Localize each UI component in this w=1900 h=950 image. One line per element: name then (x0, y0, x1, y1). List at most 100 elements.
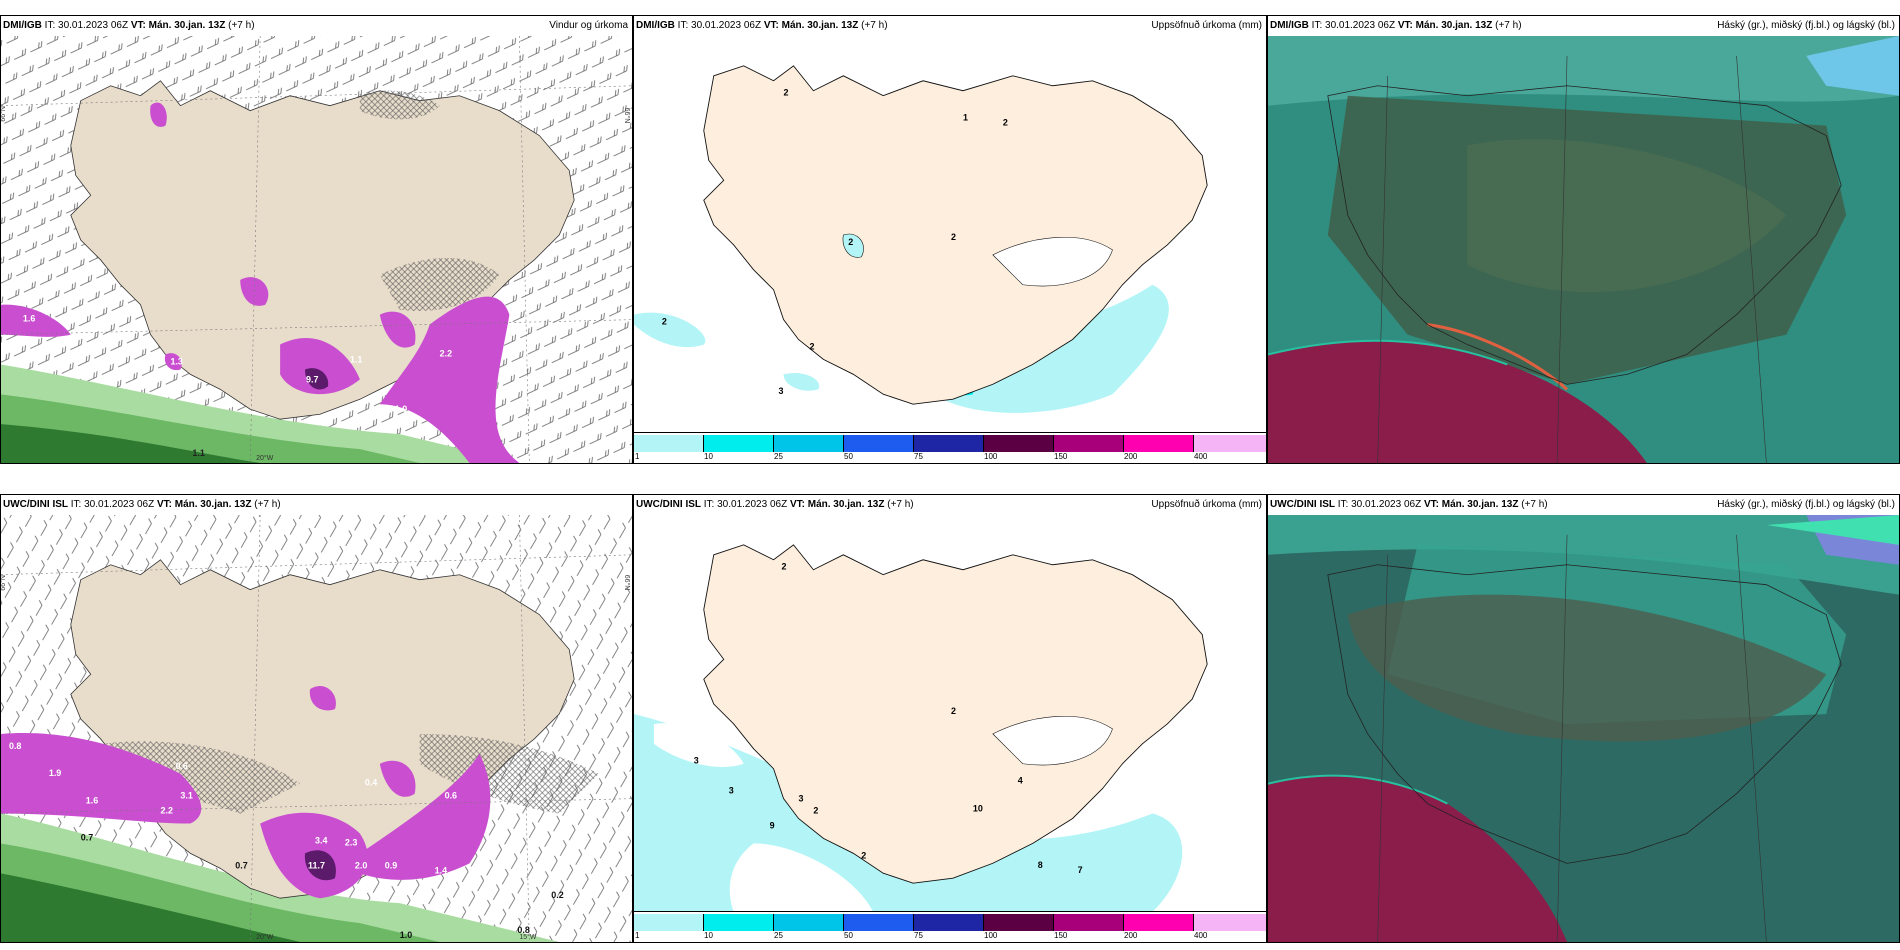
latitude-line (1, 798, 632, 814)
lead-time: (+7 h) (228, 20, 255, 31)
panel-header: DMI/IGB IT: 30.01.2023 06Z VT: Mán. 30.j… (1268, 16, 1899, 36)
panel-title: Uppsöfnuð úrkoma (mm) (1151, 20, 1262, 31)
colorbar-swatch (844, 914, 914, 931)
init-time: IT: 30.01.2023 06Z (44, 20, 129, 31)
value-label: 2 (809, 341, 814, 351)
value-label: 0.7 (235, 860, 247, 870)
panel-title: Háský (gr.), miðský (fj.bl.) og lágský (… (1717, 20, 1895, 31)
colorbar-tick: 1 (635, 452, 640, 461)
value-label: 7 (1078, 865, 1083, 875)
model-source: UWC/DINI ISL (636, 499, 701, 510)
model-source: DMI/IGB (636, 20, 675, 31)
cloud-map (1268, 515, 1899, 942)
colorbar: 1 10 25 50 75 100 150 200 400 (634, 432, 1266, 463)
value-label: 3 (798, 794, 803, 804)
wind-map: 66°N 66°N 20°W 1.6 1.3 9.7 1.0 1.1 2.2 1… (1, 36, 632, 463)
precip-area (150, 102, 167, 127)
accum-map-svg: 2 1 2 2 2 2 3 2 (634, 36, 1266, 433)
value-label: 2 (784, 88, 789, 98)
wind-map-svg: 66°N 66°N 20°W 1.6 1.3 9.7 1.0 1.1 2.2 1… (1, 36, 632, 463)
colorbar-swatch (1124, 914, 1194, 931)
colorbar-swatch (774, 914, 844, 931)
precip-area (1, 733, 202, 824)
panel-header: DMI/IGB IT: 30.01.2023 06Z VT: Mán. 30.j… (634, 16, 1266, 36)
lead-time: (+7 h) (1495, 20, 1522, 31)
value-label: 0.8 (517, 925, 529, 935)
longitude-line (249, 36, 261, 463)
value-label: 3 (729, 786, 734, 796)
value-label: 3 (779, 386, 784, 396)
value-label: 0.2 (551, 890, 563, 900)
longitude-line (519, 515, 530, 942)
value-label: 2.2 (160, 806, 172, 816)
lon-label: 20°W (256, 454, 274, 462)
panel-wind-bottom: UWC/DINI ISL IT: 30.01.2023 06Z VT: Mán.… (0, 494, 633, 943)
valid-time: Mán. 30.jan. 13Z (148, 20, 226, 31)
value-label: 1 (963, 113, 968, 123)
panel-header: UWC/DINI ISL IT: 30.01.2023 06Z VT: Mán.… (634, 495, 1266, 515)
iceland-land (703, 544, 1208, 884)
lat-label: 66°N (1, 575, 7, 591)
cloud-edge (1268, 774, 1448, 805)
colorbar-swatch (984, 435, 1054, 452)
value-label: 3 (694, 756, 699, 766)
cloud-layer (1268, 36, 1899, 106)
colorbar-swatch (1194, 435, 1266, 452)
precip-area (164, 353, 182, 371)
value-label: 1.9 (49, 768, 61, 778)
colorbar-tick: 1 (635, 931, 640, 940)
colorbar-tick: 50 (844, 452, 853, 461)
value-label: 11.7 (308, 860, 325, 870)
accum-area (634, 312, 706, 348)
value-label: 2 (951, 706, 956, 716)
value-label: 1.4 (435, 865, 447, 875)
glacier-outline (992, 715, 1113, 766)
value-label: 2 (951, 232, 956, 242)
value-label: 2 (848, 237, 853, 247)
valid-time: Mán. 30.jan. 13Z (807, 499, 885, 510)
colorbar-swatch (984, 914, 1054, 931)
init-time: IT: 30.01.2023 06Z (1311, 20, 1396, 31)
colorbar-swatch (704, 435, 774, 452)
precip-area (359, 753, 491, 880)
colorbar-tick: 150 (1054, 931, 1068, 940)
colorbar-swatch (914, 914, 984, 931)
colorbar-tick: 400 (1194, 931, 1208, 940)
precip-area (379, 296, 520, 463)
precip-area (1, 304, 71, 337)
hatch-area (379, 258, 500, 311)
value-label: 4 (1018, 776, 1023, 786)
valid-label: VT: (789, 499, 805, 510)
green-band-dark (1, 873, 301, 942)
green-band-dark (1, 424, 261, 463)
accum-map: 2 1 2 2 2 2 3 2 (634, 36, 1266, 433)
value-label: 2 (813, 806, 818, 816)
valid-label: VT: (156, 499, 172, 510)
value-label: 1.6 (86, 796, 98, 806)
value-label: 2 (1003, 118, 1008, 128)
colorbar-tick: 10 (704, 452, 713, 461)
panel-title: Háský (gr.), miðský (fj.bl.) og lágský (… (1717, 499, 1895, 510)
latitude-line (1, 319, 632, 335)
lon-label: 20°W (256, 933, 274, 941)
value-label: 2.3 (345, 837, 357, 847)
cloud-map-svg (1268, 515, 1899, 942)
value-label: 0.7 (81, 832, 93, 842)
lon-label: 15°W (519, 933, 537, 941)
init-time: IT: 30.01.2023 06Z (70, 499, 155, 510)
panel-header: UWC/DINI ISL IT: 30.01.2023 06Z VT: Mán.… (1, 495, 632, 515)
value-label: 1.6 (23, 314, 35, 324)
valid-label: VT: (763, 20, 779, 31)
cloud-red-area (1268, 775, 1568, 942)
colorbar-tick: 200 (1124, 931, 1138, 940)
cloud-red-area (1268, 340, 1647, 463)
model-source: UWC/DINI ISL (1270, 499, 1335, 510)
iceland-outline (1327, 85, 1842, 385)
value-label: 0.6 (175, 761, 187, 771)
value-label: 1.1 (192, 448, 204, 458)
colorbar-swatch (774, 435, 844, 452)
lat-label: 66°N (623, 575, 631, 591)
colorbar-swatch (1194, 914, 1266, 931)
lead-time: (+7 h) (254, 499, 281, 510)
value-label: 2 (662, 317, 667, 327)
